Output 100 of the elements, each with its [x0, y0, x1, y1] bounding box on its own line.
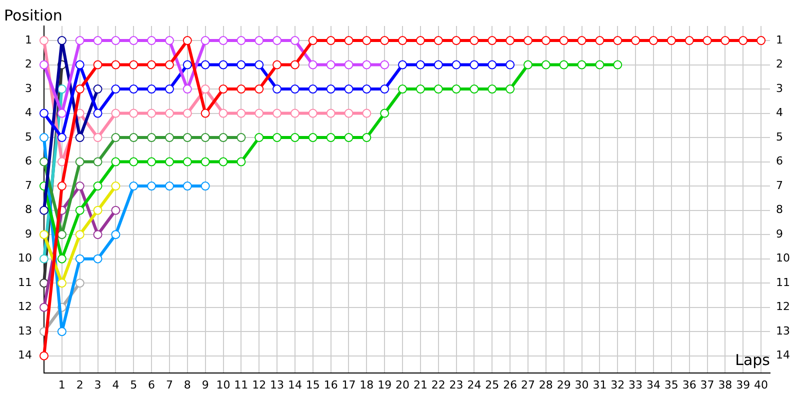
- x-tick-label: 10: [216, 378, 230, 392]
- x-axis-title: Laps: [735, 351, 770, 370]
- x-tick-label: 18: [360, 378, 374, 392]
- point: [129, 84, 138, 94]
- x-tick-label: 9: [202, 378, 209, 392]
- point: [290, 36, 300, 46]
- y-tick-label: 2: [24, 58, 32, 71]
- point: [434, 36, 443, 46]
- point: [75, 206, 84, 215]
- point: [182, 182, 192, 191]
- point: [702, 36, 712, 46]
- point: [57, 230, 66, 240]
- y2-tick-label: 7: [776, 178, 784, 192]
- point: [57, 133, 66, 142]
- y-tick-label: 4: [24, 106, 32, 120]
- point: [254, 60, 264, 70]
- point: [57, 254, 66, 264]
- point: [452, 60, 461, 70]
- y2-tick-label: 14: [776, 348, 790, 362]
- point: [326, 108, 336, 118]
- point: [738, 36, 748, 46]
- point: [218, 108, 228, 118]
- point: [147, 36, 156, 46]
- point: [362, 60, 372, 70]
- point: [541, 60, 550, 70]
- point: [164, 108, 174, 118]
- point: [93, 206, 102, 215]
- point: [57, 182, 66, 191]
- point: [720, 36, 730, 46]
- point: [111, 182, 120, 191]
- y-tick-label: 5: [24, 130, 32, 144]
- point: [308, 36, 318, 46]
- point: [236, 108, 246, 118]
- point: [236, 60, 246, 70]
- point: [111, 157, 120, 166]
- point: [39, 108, 48, 118]
- x-tick-label: 14: [288, 378, 302, 392]
- y2-tick-label: 13: [776, 324, 790, 338]
- point: [524, 60, 532, 70]
- point: [164, 84, 174, 94]
- point: [290, 108, 300, 118]
- x-tick-label: 40: [754, 378, 768, 392]
- x-tick-label: 16: [324, 378, 338, 392]
- point: [164, 182, 174, 191]
- point: [452, 36, 461, 46]
- point: [39, 60, 48, 70]
- y2-tick-label: 8: [776, 203, 784, 216]
- y2-tick-label: 6: [776, 154, 784, 168]
- point: [308, 133, 318, 142]
- point: [200, 157, 210, 166]
- point: [147, 182, 156, 191]
- point: [577, 36, 586, 46]
- point: [111, 108, 120, 118]
- x-tick-label: 26: [503, 378, 518, 392]
- point: [182, 60, 192, 70]
- point: [57, 84, 66, 94]
- point: [272, 133, 282, 142]
- point: [326, 84, 336, 94]
- point: [39, 157, 48, 166]
- x-tick-label: 27: [521, 378, 535, 392]
- point: [380, 60, 390, 70]
- point: [595, 36, 604, 46]
- point: [236, 133, 246, 142]
- x-tick-label: 13: [270, 378, 284, 392]
- x-tick-label: 36: [682, 378, 696, 392]
- x-tick-label: 1: [58, 378, 66, 392]
- y2-tick-label: 5: [776, 130, 784, 144]
- point: [416, 60, 425, 70]
- point: [93, 133, 102, 142]
- x-tick-label: 4: [112, 378, 120, 392]
- x-tick-label: 38: [718, 378, 732, 392]
- x-tick-label: 3: [94, 378, 102, 392]
- y-tick-label: 9: [24, 227, 32, 240]
- point: [398, 84, 408, 94]
- point: [147, 60, 156, 70]
- point: [129, 108, 138, 118]
- point: [218, 133, 228, 142]
- point: [129, 157, 138, 166]
- point: [488, 60, 497, 70]
- point: [218, 157, 228, 166]
- point: [254, 108, 264, 118]
- point: [470, 84, 479, 94]
- point: [147, 157, 156, 166]
- point: [488, 84, 497, 94]
- y-tick-label: 11: [18, 276, 32, 289]
- x-tick-label: 31: [592, 378, 607, 392]
- point: [524, 36, 532, 46]
- x-tick-label: 21: [413, 378, 428, 392]
- point: [75, 278, 84, 288]
- point: [164, 60, 174, 70]
- point: [111, 133, 120, 142]
- x-tick-label: 29: [556, 378, 571, 392]
- point: [182, 157, 192, 166]
- point: [272, 84, 282, 94]
- point: [344, 108, 354, 118]
- point: [111, 84, 120, 94]
- point: [75, 230, 84, 240]
- y2-tick-label: 1: [776, 33, 784, 46]
- point: [39, 206, 48, 215]
- point: [39, 133, 48, 142]
